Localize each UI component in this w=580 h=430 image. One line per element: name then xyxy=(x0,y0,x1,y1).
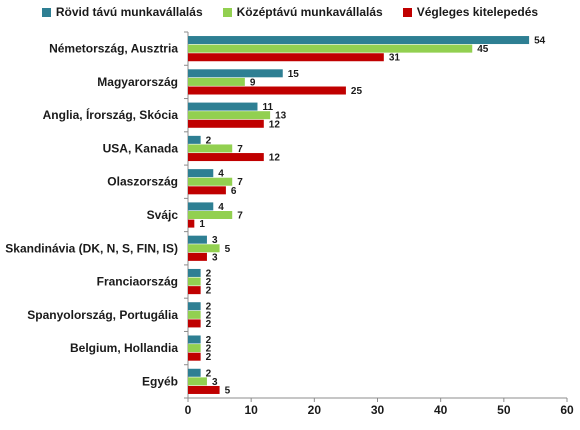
x-tick-label: 60 xyxy=(560,403,574,417)
bar-value-label: 3 xyxy=(212,235,218,246)
bar xyxy=(188,153,264,162)
bar-value-label: 5 xyxy=(225,385,231,396)
bar xyxy=(188,268,201,277)
bar xyxy=(188,44,473,53)
category-label: Svájc xyxy=(147,208,179,222)
bar xyxy=(188,77,245,86)
bar-value-label: 2 xyxy=(206,335,212,346)
x-tick-label: 40 xyxy=(434,403,448,417)
category-label: Anglia, Írország, Skócia xyxy=(43,107,179,122)
legend-swatch-permanent xyxy=(402,7,412,17)
bar-value-label: 2 xyxy=(206,268,212,279)
bar-value-label: 54 xyxy=(534,36,546,47)
bar-value-label: 2 xyxy=(206,319,212,330)
bar xyxy=(188,69,283,78)
x-tick-label: 30 xyxy=(371,403,385,417)
bar-value-label: 12 xyxy=(269,153,281,164)
bar xyxy=(188,86,346,95)
category-label: Belgium, Hollandia xyxy=(70,341,178,355)
bar-value-label: 12 xyxy=(269,119,281,130)
legend-label-short-term: Rövid távú munkavállalás xyxy=(55,5,203,19)
bar-value-label: 11 xyxy=(262,102,273,113)
bar-value-label: 3 xyxy=(212,377,218,388)
category-label: USA, Kanada xyxy=(103,141,179,155)
bar-value-label: 9 xyxy=(250,77,256,88)
bar xyxy=(188,102,258,111)
legend-swatch-medium-term xyxy=(222,7,232,17)
bar xyxy=(188,186,226,195)
bar xyxy=(188,169,214,178)
category-label: Németország, Ausztria xyxy=(49,42,178,56)
bar-value-label: 6 xyxy=(231,186,237,197)
bar-value-label: 2 xyxy=(206,368,212,379)
category-label: Magyarország xyxy=(97,75,178,89)
bar xyxy=(188,319,201,328)
bar xyxy=(188,377,207,386)
bar xyxy=(188,235,207,244)
bar-value-label: 45 xyxy=(477,44,489,55)
bar-value-label: 1 xyxy=(199,219,205,230)
bar-value-label: 25 xyxy=(351,86,363,97)
bar-value-label: 4 xyxy=(218,202,224,213)
x-tick-label: 10 xyxy=(244,403,258,417)
bar xyxy=(188,53,384,62)
bar xyxy=(188,277,201,286)
bar-value-label: 2 xyxy=(206,310,212,321)
legend-item-permanent: Végleges kitelepedés xyxy=(402,5,539,19)
bar xyxy=(188,219,195,228)
bar xyxy=(188,111,271,120)
chart-legend: Rövid távú munkavállalás Középtávú munka… xyxy=(0,5,580,19)
bar xyxy=(188,252,207,261)
bar xyxy=(188,344,201,353)
bar-value-label: 4 xyxy=(218,169,224,180)
category-label: Skandinávia (DK, N, S, FIN, IS) xyxy=(5,241,178,255)
legend-label-medium-term: Középtávú munkavállalás xyxy=(236,5,383,19)
bar-value-label: 7 xyxy=(237,144,243,155)
legend-label-permanent: Végleges kitelepedés xyxy=(416,5,539,19)
bar-value-label: 5 xyxy=(225,244,231,255)
legend-swatch-short-term xyxy=(41,7,51,17)
bar xyxy=(188,211,233,219)
category-label: Olaszország xyxy=(107,175,178,189)
bar-value-label: 7 xyxy=(237,177,243,188)
bar xyxy=(188,368,201,377)
bar-value-label: 2 xyxy=(206,302,212,313)
category-label: Egyéb xyxy=(142,374,178,388)
bar xyxy=(188,119,264,128)
bar-value-label: 13 xyxy=(275,111,287,122)
bar xyxy=(188,302,201,311)
category-label: Franciaország xyxy=(97,275,178,289)
bar xyxy=(188,36,530,45)
bar xyxy=(188,244,220,253)
legend-item-medium-term: Középtávú munkavállalás xyxy=(222,5,383,19)
bar-value-label: 2 xyxy=(206,344,212,355)
bar xyxy=(188,335,201,344)
x-tick-label: 50 xyxy=(497,403,511,417)
bar-value-label: 3 xyxy=(212,252,218,263)
x-tick-label: 20 xyxy=(308,403,322,417)
category-label: Spanyolország, Portugália xyxy=(27,308,178,322)
bar-value-label: 2 xyxy=(206,135,212,146)
bar xyxy=(188,135,201,144)
bar-value-label: 7 xyxy=(237,211,243,222)
bar xyxy=(188,352,201,361)
bar xyxy=(188,310,201,319)
bar xyxy=(188,385,220,394)
bar-value-label: 31 xyxy=(389,53,401,64)
bar-value-label: 2 xyxy=(206,352,212,363)
x-tick-label: 0 xyxy=(185,403,192,417)
bar-value-label: 2 xyxy=(206,286,212,297)
bar-value-label: 15 xyxy=(288,69,300,80)
bar xyxy=(188,177,233,186)
bar xyxy=(188,202,214,211)
bar-value-label: 2 xyxy=(206,277,212,288)
legend-item-short-term: Rövid távú munkavállalás xyxy=(41,5,203,19)
bar xyxy=(188,286,201,295)
bar xyxy=(188,144,233,153)
